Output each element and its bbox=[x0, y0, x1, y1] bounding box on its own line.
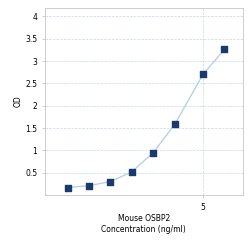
X-axis label: Mouse OSBP2
Concentration (ng/ml): Mouse OSBP2 Concentration (ng/ml) bbox=[102, 214, 186, 234]
Point bbox=[130, 170, 134, 174]
Point bbox=[201, 72, 205, 76]
Point bbox=[66, 186, 70, 190]
Point bbox=[173, 122, 177, 126]
Point bbox=[108, 180, 112, 184]
Point bbox=[151, 150, 155, 154]
Y-axis label: OD: OD bbox=[14, 95, 22, 107]
Point bbox=[87, 184, 91, 188]
Point bbox=[222, 48, 226, 52]
